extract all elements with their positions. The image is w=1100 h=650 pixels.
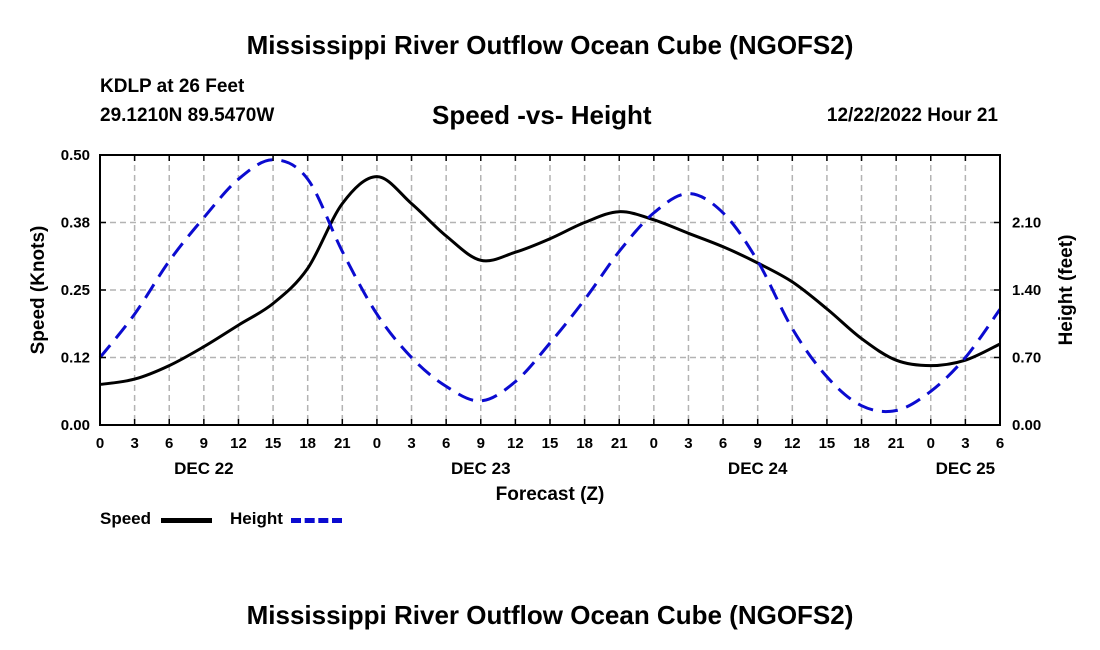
y-left-tick-label: 0.50 xyxy=(61,147,90,164)
speed-series-line xyxy=(99,175,1001,386)
legend-speed-label: Speed xyxy=(100,509,152,528)
y-axis-left-title: Speed (Knots) xyxy=(28,226,49,355)
x-tick-label: 0 xyxy=(927,435,935,452)
x-tick-label: 21 xyxy=(888,435,905,452)
axis-ticks xyxy=(99,154,1001,426)
x-tick-label: 0 xyxy=(373,435,381,452)
y-left-tick-label: 0.25 xyxy=(61,282,90,299)
x-tick-label: 12 xyxy=(507,435,524,452)
grid-lines xyxy=(100,155,1000,425)
x-tick-label: 12 xyxy=(230,435,247,452)
axis-labels: 0 3 6 9 12 15 18 21 0 3 6 9 12 15 18 21 0 3 6 9 12 15 18 21 0 3 60… xyxy=(61,147,1041,478)
x-tick-label: 18 xyxy=(299,435,316,452)
main-title: Mississippi River Outflow Ocean Cube (NG… xyxy=(246,30,854,60)
x-tick-label: 18 xyxy=(576,435,593,452)
x-tick-label: 0 xyxy=(650,435,658,452)
x-tick-label: 3 xyxy=(961,435,969,452)
day-label: DEC 24 xyxy=(728,459,788,478)
day-label: DEC 23 xyxy=(451,459,511,478)
x-tick-label: 6 xyxy=(719,435,727,452)
forecast-date-label: 12/22/2022 Hour 21 xyxy=(826,105,998,126)
legend-height-swatch xyxy=(291,518,342,523)
x-tick-label: 21 xyxy=(611,435,628,452)
legend-height-label: Height xyxy=(230,509,283,528)
x-tick-label: 3 xyxy=(407,435,415,452)
x-tick-label: 6 xyxy=(996,435,1004,452)
series-layer xyxy=(98,158,1002,414)
x-tick-label: 9 xyxy=(200,435,208,452)
legend-speed-swatch xyxy=(161,518,212,523)
coordinates-label: 29.1210N 89.5470W xyxy=(100,105,275,126)
y-right-tick-label: 2.10 xyxy=(1012,215,1041,232)
x-tick-label: 9 xyxy=(754,435,762,452)
x-tick-label: 3 xyxy=(130,435,138,452)
y-left-tick-label: 0.00 xyxy=(61,417,90,434)
x-tick-label: 15 xyxy=(819,435,836,452)
x-tick-label: 15 xyxy=(542,435,559,452)
chart-subtitle: Speed -vs- Height xyxy=(432,100,652,130)
day-label: DEC 25 xyxy=(936,459,996,478)
x-tick-label: 18 xyxy=(853,435,870,452)
x-tick-label: 12 xyxy=(784,435,801,452)
x-axis-title: Forecast (Z) xyxy=(496,484,605,505)
height-series-line xyxy=(98,158,1002,414)
x-tick-label: 6 xyxy=(165,435,173,452)
x-tick-label: 3 xyxy=(684,435,692,452)
y-right-tick-label: 0.00 xyxy=(1012,417,1041,434)
y-axis-right-title: Height (feet) xyxy=(1056,235,1077,346)
y-left-tick-label: 0.12 xyxy=(61,350,90,367)
x-tick-label: 0 xyxy=(96,435,104,452)
footer-title: Mississippi River Outflow Ocean Cube (NG… xyxy=(246,600,854,630)
y-left-tick-label: 0.38 xyxy=(61,215,90,232)
station-label: KDLP at 26 Feet xyxy=(100,76,245,97)
y-right-tick-label: 0.70 xyxy=(1012,350,1041,367)
y-right-tick-label: 1.40 xyxy=(1012,282,1041,299)
x-tick-label: 9 xyxy=(477,435,485,452)
x-tick-label: 15 xyxy=(265,435,282,452)
x-tick-label: 21 xyxy=(334,435,351,452)
day-label: DEC 22 xyxy=(174,459,234,478)
x-tick-label: 6 xyxy=(442,435,450,452)
